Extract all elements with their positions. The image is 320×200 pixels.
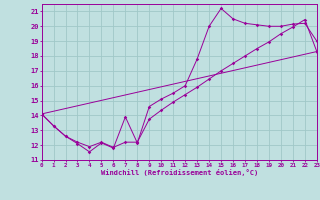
X-axis label: Windchill (Refroidissement éolien,°C): Windchill (Refroidissement éolien,°C) <box>100 169 258 176</box>
